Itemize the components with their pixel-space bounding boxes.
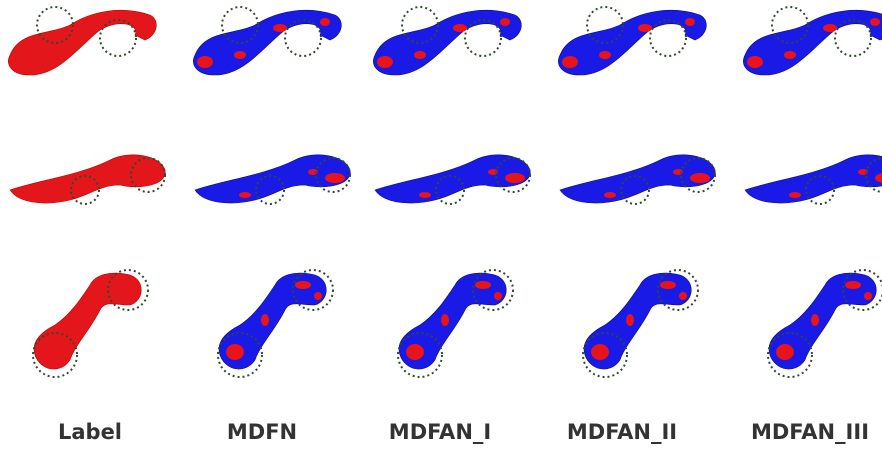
prediction-render (558, 7, 715, 377)
column-labels: Label MDFN MDFAN_I MDFAN_II MDFAN_III (58, 420, 869, 444)
column-label: MDFAN_II (567, 420, 677, 444)
segmentation-shape (745, 155, 882, 203)
prediction-renders (193, 7, 882, 377)
segmentation-shape (558, 10, 706, 75)
column-label: MDFN (227, 420, 297, 444)
prediction-render (743, 7, 882, 377)
column-label: MDFAN_III (751, 420, 869, 444)
segmentation-shape (373, 10, 521, 75)
column-label: MDFAN_I (389, 420, 491, 444)
prediction-render (373, 7, 530, 377)
prediction-render (193, 7, 350, 377)
segmentation-shape (743, 10, 882, 75)
page: LabelMDFNMDFAN_IMDFAN_IIMDFAN_III (() =>… (0, 0, 882, 450)
figure: Label MDFN MDFAN_I MDFAN_II MDFAN_III (0, 0, 882, 450)
label-renders (8, 7, 165, 377)
column-label: Label (58, 420, 122, 444)
segmentation-shape (193, 10, 341, 75)
